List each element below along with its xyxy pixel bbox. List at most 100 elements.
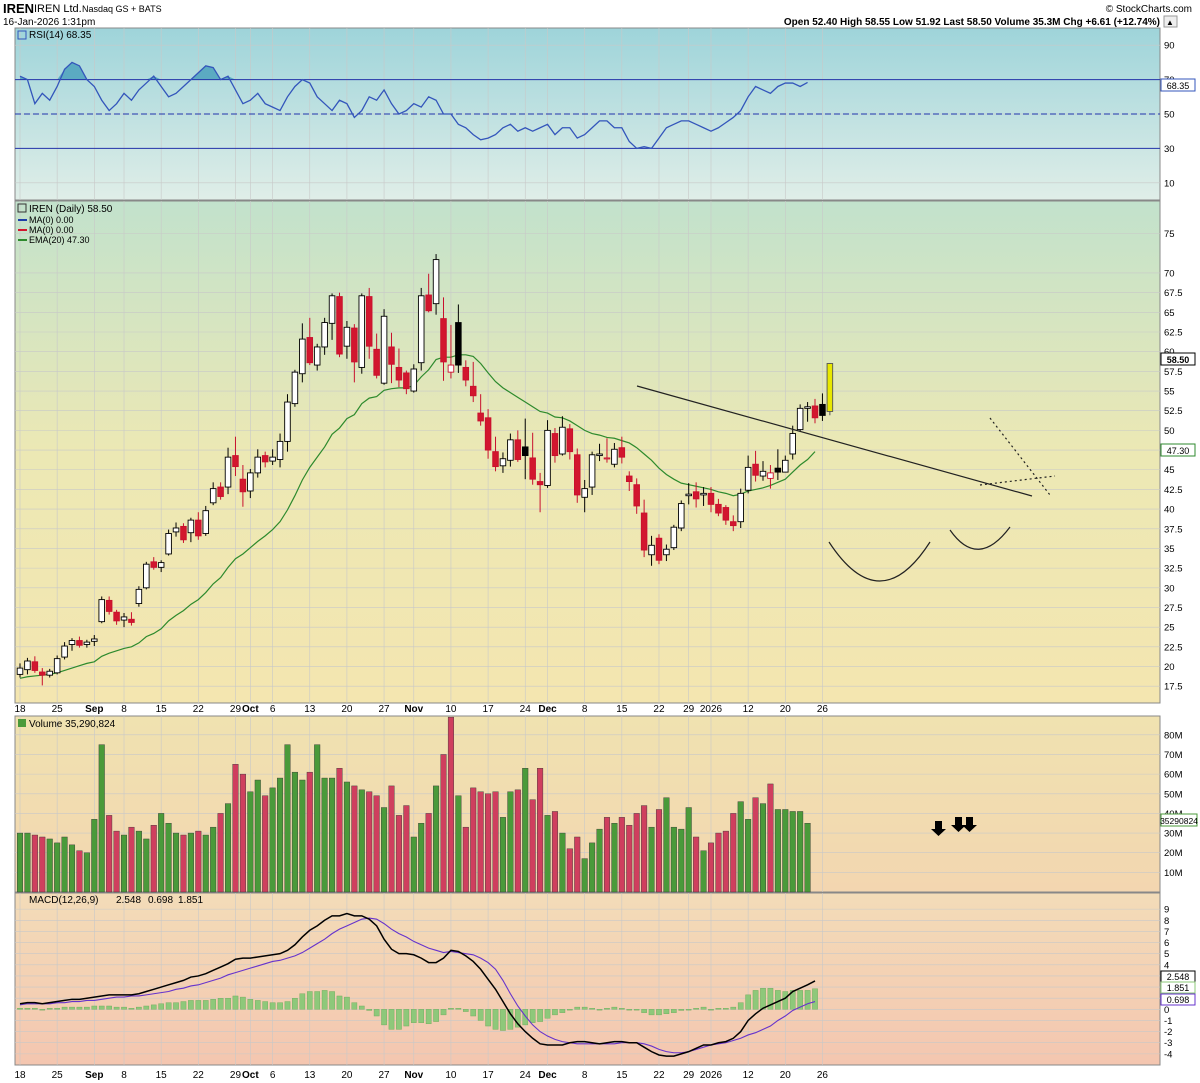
hist-value: 1.851 (178, 895, 203, 906)
candle-body (715, 503, 722, 514)
volume-bar (83, 852, 90, 893)
volume-bar (589, 842, 596, 893)
volume-bar (737, 801, 744, 893)
y-tick-label: 90 (1164, 41, 1175, 52)
x-tick-label: 6 (270, 1070, 276, 1081)
volume-bar (433, 785, 440, 893)
x-tick-label: 29 (230, 1070, 242, 1081)
macd-histogram-bar (247, 999, 254, 1010)
volume-bar (24, 832, 31, 893)
candle-body (187, 519, 195, 534)
macd-panel (14, 892, 1161, 1066)
candle-body (759, 470, 767, 477)
volume-markers (931, 817, 977, 836)
macd-histogram-bar (173, 1002, 179, 1010)
y-tick-label: 9 (1164, 905, 1169, 916)
y-tick-label: 7 (1164, 927, 1169, 938)
candle-body (432, 259, 440, 305)
macd-histogram-bar (158, 1003, 164, 1010)
candle-body (410, 368, 418, 392)
macd-histogram-bar (284, 1001, 291, 1010)
macd-histogram-bar (448, 1008, 454, 1010)
macd-histogram-bar (477, 1009, 484, 1021)
candle-body (417, 295, 425, 364)
candle-body (31, 661, 39, 671)
macd-label: MACD(12,26,9) (29, 895, 98, 906)
macd-histogram-bar (254, 1000, 261, 1010)
macd-histogram-bar (98, 1005, 105, 1010)
x-tick-label: 18 (14, 704, 26, 715)
volume-tag (1160, 813, 1198, 827)
candle-body (16, 667, 24, 675)
macd-histogram-bar (797, 990, 803, 1010)
x-tick-label: 13 (304, 704, 316, 715)
macd-histogram-bar (693, 1008, 699, 1010)
macd-histogram-bar (410, 1009, 417, 1023)
macd-histogram-bar (46, 1008, 53, 1010)
macd-histogram-bar (269, 1002, 276, 1010)
y-tick-label: -3 (1164, 1038, 1172, 1049)
signal-value: 0.698 (148, 895, 173, 906)
candle-body (722, 507, 730, 521)
volume-tag-text: 35290824 (1160, 816, 1198, 826)
candle-body (447, 364, 455, 373)
x-tick-label: 24 (520, 1070, 532, 1081)
y-tick-label: 57.5 (1164, 367, 1183, 378)
macd-histogram-bar (552, 1009, 558, 1016)
candle-body (276, 440, 284, 460)
volume-bar (187, 832, 194, 893)
x-tick-label: 27 (379, 704, 391, 715)
macd-histogram-bar (180, 1001, 187, 1010)
rsi-tag (1160, 78, 1196, 92)
x-tick-label: 20 (341, 1070, 353, 1081)
macd-histogram-bar (165, 1002, 172, 1010)
volume-bar (603, 817, 610, 893)
volume-bar (455, 795, 462, 893)
volume-bar (158, 813, 165, 893)
dotted-line-1 (989, 417, 1051, 496)
candle-body (767, 472, 774, 479)
volume-bar (559, 832, 566, 893)
macd-signal-line (19, 917, 816, 1054)
x-tick-label: 8 (582, 1070, 588, 1081)
cup-curve-2 (949, 526, 1011, 550)
macd-histogram-bar (470, 1009, 477, 1017)
candle-body (536, 481, 544, 486)
macd-histogram-bar (641, 1009, 647, 1013)
macd-histogram-bar (314, 991, 321, 1010)
macd-histogram-bar (663, 1009, 670, 1014)
volume-legend-icon (18, 719, 26, 727)
ema-tag-text: 47.30 (1167, 446, 1190, 456)
volume-bar (663, 797, 670, 893)
macd-histogram-bar (61, 1006, 68, 1010)
candle-body (61, 645, 68, 658)
volume-bar (106, 815, 113, 893)
candle-body (150, 561, 157, 568)
macd-histogram-bar (425, 1009, 432, 1025)
watermark: © StockCharts.com (1106, 4, 1192, 15)
volume-bar (210, 826, 217, 893)
macd-tag-text: 2.548 (1167, 972, 1190, 982)
volume-bar (685, 807, 692, 893)
macd-histogram-bar (106, 1005, 112, 1010)
candle-body (388, 346, 395, 365)
y-tick-label: 4 (1164, 960, 1169, 971)
volume-bar (239, 773, 246, 893)
candle-body (120, 616, 128, 621)
volume-bar (626, 825, 633, 893)
y-tick-label: 30 (1164, 144, 1175, 155)
y-tick-label: 50 (1164, 426, 1175, 437)
candle-body (640, 512, 648, 551)
x-tick-label: 6 (270, 704, 276, 715)
y-tick-label: 42.5 (1164, 485, 1183, 496)
macd-histogram-bar (150, 1004, 157, 1010)
volume-bar (492, 791, 499, 893)
candle-body (299, 338, 306, 375)
volume-bar (618, 817, 625, 893)
price-legend: IREN (Daily) 58.50 MA(0) 0.00 MA(0) 0.00… (17, 203, 113, 245)
macd-histogram-bar (195, 1000, 202, 1010)
volume-bar (135, 830, 142, 893)
candle-body (670, 526, 678, 549)
up-arrow-button[interactable] (1163, 15, 1178, 28)
header-symbol: IREN (3, 1, 34, 16)
